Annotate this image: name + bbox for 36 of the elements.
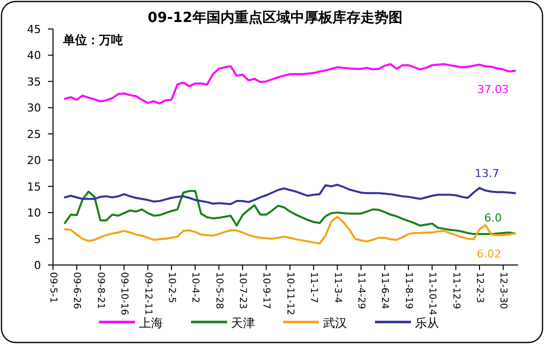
- x-tick-label: 11-8-19: [402, 272, 414, 310]
- x-tick-label: 09-6-26: [71, 272, 82, 310]
- x-tick-label: 10-4-2: [190, 272, 201, 304]
- x-tick-label: 11-1-7: [308, 272, 320, 304]
- x-tick-label: 10-5-28: [213, 272, 224, 310]
- x-tick-label: 09-8-21: [94, 272, 106, 310]
- y-tick-label: 15: [27, 180, 41, 194]
- x-tick-label: 09-5-1: [48, 272, 58, 304]
- x-tick-label: 12-3-30: [498, 272, 509, 310]
- y-tick-label: 5: [34, 232, 41, 246]
- ylabel: 单位：万吨: [63, 33, 123, 47]
- annotation: 6.02: [476, 247, 502, 260]
- annotation: 13.7: [474, 167, 500, 180]
- y-tick-label: 0: [34, 259, 41, 272]
- x-tick-label: 10-7-23: [237, 272, 248, 310]
- x-tick-label: 11-12-9: [450, 272, 462, 310]
- y-tick-label: 10: [27, 206, 41, 220]
- x-tick-label: 10-2-5: [166, 272, 177, 304]
- y-tick-label: 45: [27, 23, 41, 36]
- x-tick-label: 11-3-4: [332, 272, 343, 304]
- title: 09-12年国内重点区域中厚板库存走势图: [148, 10, 402, 26]
- x-tick-label: 11-6-24: [379, 272, 390, 310]
- annotation: 6.0: [484, 212, 502, 225]
- x-tick-label: 11-4-29: [356, 272, 367, 310]
- x-tick-label: 09-10-16: [118, 272, 130, 316]
- x-tick-label: 10-9-17: [260, 272, 272, 310]
- x-tick-label: 10-11-12: [284, 272, 296, 316]
- x-tick-label: 11-10-14: [426, 272, 438, 316]
- y-tick-label: 25: [27, 128, 41, 141]
- y-tick-label: 40: [27, 49, 41, 62]
- y-tick-label: 30: [27, 102, 41, 115]
- y-tick-label: 35: [27, 75, 41, 88]
- annotation: 37.03: [477, 82, 509, 96]
- x-tick-label: 12-2-3: [474, 272, 485, 304]
- x-tick-label: 09-12-11: [142, 272, 154, 316]
- y-tick-label: 20: [27, 154, 41, 168]
